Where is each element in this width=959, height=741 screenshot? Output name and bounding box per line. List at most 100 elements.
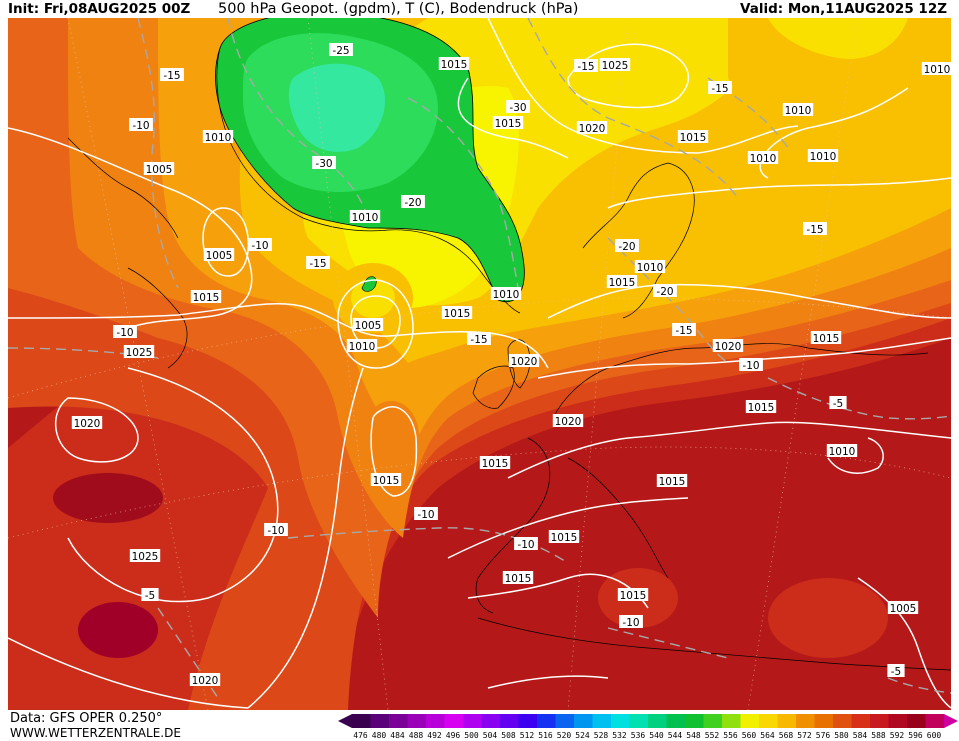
field-atl-trough <box>363 401 419 471</box>
isobar-label-text: 1015 <box>813 333 840 345</box>
isotherm-label-box <box>514 537 538 550</box>
colorbar <box>338 714 958 728</box>
isotherm-label-text: -10 <box>251 240 268 252</box>
isotherm-label: -10 <box>514 537 538 551</box>
isotherm-label-text: -10 <box>267 525 284 537</box>
colorbar-swatch <box>796 714 815 728</box>
isobar-label: 1015 <box>617 588 649 602</box>
isotherm-label: -15 <box>672 323 696 337</box>
isobar-label-text: 1010 <box>637 262 664 274</box>
isobar-label: 1015 <box>492 116 524 130</box>
isobar-label: 1005 <box>887 601 919 615</box>
isotherm-label-text: -15 <box>470 334 487 346</box>
isotherm-label-text: -15 <box>309 258 326 270</box>
isobar-label: 1010 <box>747 151 779 165</box>
isotherm-label: -20 <box>653 284 677 298</box>
isotherm-label-text: -10 <box>742 360 759 372</box>
colorbar-tick-label: 528 <box>593 731 609 740</box>
colorbar-swatch <box>555 714 575 728</box>
map-title: 500 hPa Geopot. (gpdm), T (C), Bodendruc… <box>218 1 579 17</box>
isobar-label-box <box>346 339 378 352</box>
isotherm-label-box <box>401 195 425 208</box>
isobar-label: 1020 <box>712 339 744 353</box>
colorbar-tick-label: 508 <box>501 731 516 740</box>
field-564-ne <box>768 18 908 59</box>
colorbar-swatch <box>777 714 797 728</box>
colorbar-tick-label: 520 <box>556 731 572 740</box>
isobar-label-box <box>552 414 584 427</box>
isobar-label-box <box>747 151 779 164</box>
isobar-label-box <box>677 130 709 143</box>
isotherm-label-box <box>574 59 598 72</box>
colorbar-swatch <box>925 714 945 728</box>
isobar-label-box <box>490 287 522 300</box>
colorbar-swatch <box>500 714 519 728</box>
isobar-label-box <box>190 290 222 303</box>
isobar-label-text: 1020 <box>74 418 101 430</box>
isobar-label-text: 1015 <box>609 277 636 289</box>
isotherm-label: -10 <box>248 238 272 252</box>
colorbar-tick-label: 484 <box>390 731 405 740</box>
isotherm-label: -15 <box>574 59 598 73</box>
isobar-label-box <box>71 416 103 429</box>
isobar-label-text: 1020 <box>715 341 742 353</box>
colorbar-tick-label: 524 <box>575 731 590 740</box>
isobar-label: 1015 <box>370 473 402 487</box>
colorbar-tick-label: 512 <box>519 731 535 740</box>
isotherm-label: -15 <box>306 256 330 270</box>
isotherm-label-text: -10 <box>116 327 133 339</box>
colorbar-swatch <box>574 714 593 728</box>
isotherm-label-text: -5 <box>145 590 155 602</box>
colorbar-tick-label: 588 <box>871 731 886 740</box>
field-568-ne <box>728 18 951 162</box>
colorbar-swatch <box>870 714 889 728</box>
isobar-label: 1010 <box>921 62 951 76</box>
colorbar-tick-label: 492 <box>427 731 442 740</box>
isotherm-label-text: -10 <box>622 617 639 629</box>
colorbar-tick-label: 552 <box>704 731 720 740</box>
colorbar-swatch <box>370 714 390 728</box>
isobar-label: 1010 <box>202 130 234 144</box>
isotherm-label-text: -10 <box>517 539 534 551</box>
isobar-label: 1020 <box>576 121 608 135</box>
isobar-label-text: 1025 <box>132 551 159 563</box>
isotherm-label: -10 <box>619 615 643 629</box>
isobar-label: 1015 <box>548 530 580 544</box>
valid-time: Valid: Mon,11AUG2025 12Z <box>740 1 947 17</box>
isotherm-label: -10 <box>414 507 438 521</box>
isobar-label-box <box>712 339 744 352</box>
isobar-label: 1010 <box>349 210 381 224</box>
isobar-label-box <box>810 331 842 344</box>
isobar-label-text: 1015 <box>495 118 522 130</box>
isobar-label: 1015 <box>438 57 470 71</box>
colorbar-swatch <box>648 714 667 728</box>
isobar-label-box <box>143 162 175 175</box>
isobar-label: 1015 <box>502 571 534 585</box>
isobar-label-box <box>441 306 473 319</box>
colorbar-swatch <box>426 714 445 728</box>
isotherm-label-text: -20 <box>404 197 421 209</box>
isobar-label-text: 1010 <box>750 153 777 165</box>
colorbar-swatch <box>352 714 371 728</box>
isobar-label-text: 1015 <box>193 292 220 304</box>
colorbar-tick-label: 504 <box>482 731 498 740</box>
isotherm-label-text: -15 <box>711 83 728 95</box>
colorbar-tick-label: 500 <box>464 731 479 740</box>
isotherm-label: -15 <box>467 332 491 346</box>
colorbar-swatch <box>629 714 649 728</box>
colorbar-swatch <box>740 714 760 728</box>
colorbar-tick-label: 480 <box>371 731 387 740</box>
colorbar-swatch <box>518 714 538 728</box>
isotherm-label: -15 <box>160 68 184 82</box>
isobar-label-box <box>370 473 402 486</box>
data-source: Data: GFS OPER 0.250° <box>10 711 163 726</box>
isotherm-label: -10 <box>264 523 288 537</box>
colorbar-swatch <box>407 714 427 728</box>
isobar-label-box <box>479 456 511 469</box>
colorbar-swatch <box>444 714 464 728</box>
isobar-label-box <box>202 130 234 143</box>
isobar-label: 1005 <box>352 318 384 332</box>
isobar-label-text: 1020 <box>511 356 538 368</box>
isotherm-label-box <box>329 43 353 56</box>
isotherm-label-box <box>312 156 336 169</box>
